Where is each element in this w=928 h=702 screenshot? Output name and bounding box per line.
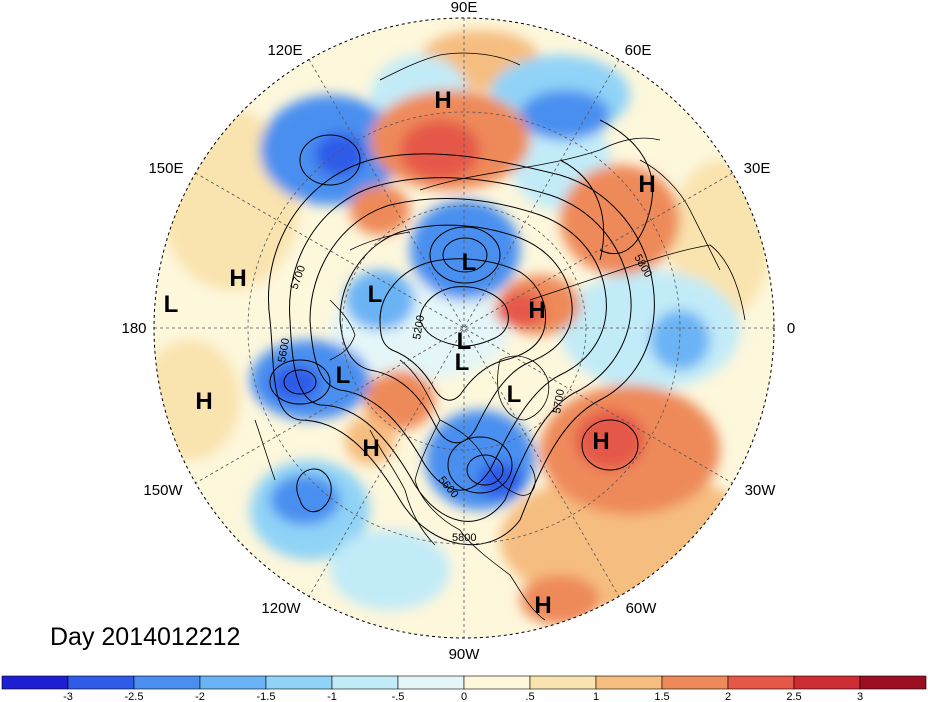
high-center-marker: H [434, 87, 451, 114]
map-title: Day 2014012212 [50, 623, 240, 651]
high-center-marker: H [534, 592, 551, 619]
colorbar-tick-label: -2.5 [125, 691, 144, 702]
low-center-marker: L [368, 281, 383, 308]
coastlines [254, 52, 746, 621]
colorbar-swatch [463, 675, 531, 690]
longitude-labels: 90E 60E 30E 0 30W 60W 90W 120W 150W 180 … [121, 0, 795, 663]
colorbar-tick-label: 2 [725, 691, 731, 702]
low-center-marker: L [462, 249, 477, 276]
colorbar-tick-label: -1.5 [257, 691, 276, 702]
colorbar-swatch [1, 675, 69, 690]
colorbar-tick-label: 3 [857, 691, 863, 702]
colorbar-tick-label: .5 [525, 691, 534, 702]
height-contours [268, 119, 655, 546]
colorbar-swatch [133, 675, 201, 690]
graticule [154, 18, 774, 638]
colorbar: -3 -2.5 -2 -1.5 -1 -.5 0 .5 1 1.5 2 2.5 3 [1, 675, 927, 702]
low-center-marker: L [164, 291, 179, 318]
anomaly-field [154, 18, 774, 638]
colorbar-swatch [265, 675, 333, 690]
colorbar-tick-label: 1 [593, 691, 599, 702]
high-center-marker: H [195, 388, 212, 415]
lon-label-90w: 90W [449, 646, 481, 663]
pressure-centers: H H H H H H H H L L L L L L L [164, 87, 656, 619]
high-center-marker: H [362, 435, 379, 462]
lon-label-60w: 60W [626, 600, 658, 617]
lon-label-150e: 150E [148, 160, 183, 177]
lon-label-150w: 150W [143, 482, 183, 499]
colorbar-swatch [727, 675, 795, 690]
lon-label-180: 180 [121, 320, 146, 337]
high-center-marker: H [638, 171, 655, 198]
lon-label-0: 0 [787, 320, 795, 337]
lon-label-30w: 30W [745, 482, 777, 499]
lon-label-120e: 120E [267, 42, 302, 59]
colorbar-swatch [595, 675, 663, 690]
lon-label-60e: 60E [625, 42, 652, 59]
colorbar-tick-label: -3 [63, 691, 73, 702]
contour-label: 5200 [411, 314, 427, 340]
colorbar-swatch [331, 675, 399, 690]
colorbar-tick-label: 0 [461, 691, 467, 702]
low-center-marker: L [457, 328, 472, 355]
colorbar-tick-label: -.5 [392, 691, 405, 702]
contour-label: 5700 [551, 388, 567, 414]
low-center-marker: L [455, 349, 470, 376]
colorbar-swatch [199, 675, 267, 690]
colorbar-tick-label: -2 [195, 691, 205, 702]
colorbar-tick-label: 2.5 [786, 691, 801, 702]
lon-label-90e: 90E [451, 0, 478, 16]
low-center-marker: L [507, 381, 522, 408]
colorbar-swatch [661, 675, 729, 690]
low-center-marker: L [336, 362, 351, 389]
colorbar-tick-label: 1.5 [654, 691, 669, 702]
contour-label: 5800 [452, 532, 476, 544]
contour-label: 5600 [276, 337, 292, 363]
high-center-marker: H [592, 428, 609, 455]
colorbar-swatch [397, 675, 465, 690]
colorbar-swatch [67, 675, 135, 690]
colorbar-tick-label: -1 [327, 691, 337, 702]
high-center-marker: H [528, 297, 545, 324]
high-center-marker: H [229, 265, 246, 292]
colorbar-swatch [529, 675, 597, 690]
colorbar-swatch [793, 675, 861, 690]
map-disk-border [153, 17, 775, 639]
colorbar-swatch [859, 675, 927, 690]
lon-label-120w: 120W [261, 600, 301, 617]
lon-label-30e: 30E [744, 160, 771, 177]
